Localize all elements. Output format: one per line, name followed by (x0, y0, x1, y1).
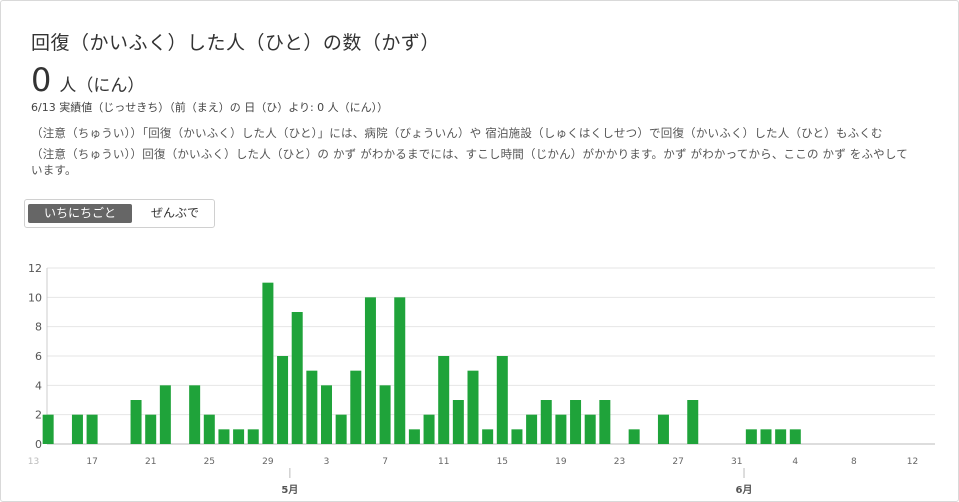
y-tick-label: 6 (35, 350, 42, 363)
bar (247, 429, 259, 444)
y-tick-label: 8 (35, 321, 42, 334)
bar (438, 356, 450, 444)
bar (321, 385, 332, 444)
x-tick-label: 29 (262, 457, 274, 467)
y-tick-label: 12 (28, 262, 42, 275)
x-tick-label: 15 (497, 457, 508, 467)
cumulative-toggle-button[interactable]: ぜんぶで (150, 206, 199, 220)
x-tick-label: 13 (28, 457, 39, 467)
bar (291, 312, 303, 444)
x-tick-label: 12 (907, 457, 918, 467)
bar (203, 414, 215, 444)
bar (657, 414, 669, 444)
count-unit: 人（にん） (59, 76, 145, 96)
bar (555, 414, 567, 444)
bar (277, 356, 289, 444)
note-line-3: います。 (31, 163, 77, 177)
bar (130, 400, 142, 444)
x-tick-label: 31 (731, 457, 742, 467)
x-tick-label: 17 (86, 457, 97, 467)
bar (335, 414, 347, 444)
x-tick-label: 19 (555, 457, 567, 467)
chart-title: 回復（かいふく）した人（ひと）の数（かず） (31, 32, 440, 54)
bar (71, 414, 83, 444)
bar (628, 429, 640, 444)
bar (789, 429, 801, 444)
bar (599, 400, 611, 444)
summary-value: 0 人（にん） (31, 61, 144, 99)
bar (233, 429, 245, 444)
bar (379, 385, 391, 444)
daily-toggle-button[interactable]: いちにちごと (28, 204, 132, 223)
x-tick-label: 21 (145, 457, 156, 467)
bar (775, 429, 787, 444)
x-tick-label: 3 (324, 457, 330, 467)
y-tick-label: 0 (35, 438, 42, 451)
y-tick-label: 4 (35, 379, 42, 392)
bar (540, 400, 552, 444)
y-tick-label: 2 (35, 409, 42, 422)
x-tick-label: 4 (792, 457, 798, 467)
y-tick-label: 10 (28, 291, 42, 304)
bar (86, 414, 98, 444)
x-tick-label: 27 (672, 457, 683, 467)
bar (145, 414, 157, 444)
bar (482, 429, 494, 444)
x-tick-label: 11 (438, 457, 449, 467)
bar (42, 414, 54, 444)
bar-chart: 0 2 4 6 8 10 12 13 17 21 25 29 3 7 11 15 19 23 27 31 4 8 12 5月 6… (28, 262, 935, 496)
note-line-2: （注意（ちゅうい））回復（かいふく）した人（ひと）の かず がわかるまでには、す… (31, 147, 908, 161)
bar (526, 414, 538, 444)
bar (496, 356, 508, 444)
bar (306, 370, 318, 444)
recovered-count: 0 (31, 61, 52, 99)
bar (189, 385, 201, 444)
bar (570, 400, 582, 444)
bar (687, 400, 699, 444)
bar (350, 370, 362, 444)
bar (511, 429, 523, 444)
month-label: 6月 (736, 484, 753, 496)
bar (423, 414, 435, 444)
x-tick-label: 7 (382, 457, 388, 467)
bar (584, 414, 596, 444)
x-tick-label: 23 (614, 457, 625, 467)
daily-change-note: 6/13 実績値（じっせきち）（前（まえ）の 日（ひ）より: 0 人（にん）） (31, 101, 389, 114)
x-tick-label: 8 (851, 457, 857, 467)
month-label: 5月 (281, 484, 298, 496)
view-toggle: いちにちごと ぜんぶで (24, 199, 215, 228)
x-tick-label: 25 (204, 457, 215, 467)
bar (262, 282, 274, 444)
bar (394, 297, 406, 444)
bar (408, 429, 420, 444)
bar (452, 400, 464, 444)
bar (364, 297, 376, 444)
bar (467, 370, 479, 444)
bar (159, 385, 171, 444)
bar (760, 429, 772, 444)
bar (745, 429, 757, 444)
note-line-1: （注意（ちゅうい））「回復（かいふく）した人（ひと）」には、病院（びょういん）や… (31, 126, 883, 140)
bar (218, 429, 230, 444)
